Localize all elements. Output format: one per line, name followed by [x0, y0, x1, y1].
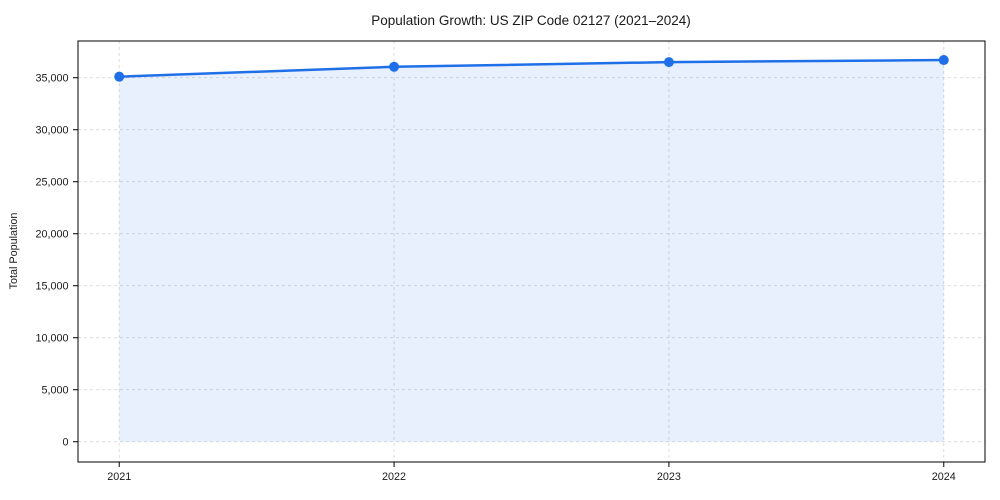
population-line: [117, 58, 946, 78]
y-tick-label: 10,000: [35, 332, 68, 344]
x-tick-label: 2022: [382, 471, 406, 483]
y-tick-label: 0: [62, 436, 68, 448]
data-point-marker: [663, 57, 674, 68]
y-tick-label: 15,000: [35, 280, 68, 292]
data-point-marker: [389, 61, 400, 72]
chart-title: Population Growth: US ZIP Code 02127 (20…: [371, 13, 690, 28]
plot-border: [77, 40, 986, 463]
data-point-marker: [938, 55, 949, 66]
x-tick-label: 2024: [932, 471, 956, 483]
data-point-marker: [114, 71, 125, 82]
y-axis-label: Total Population: [8, 213, 20, 290]
x-tick-label: 2023: [657, 471, 681, 483]
y-tick-label: 20,000: [35, 228, 68, 240]
y-tick-label: 35,000: [35, 72, 68, 84]
area-fill: [119, 60, 944, 442]
y-tick-label: 30,000: [35, 124, 68, 136]
y-tick-label: 5,000: [41, 384, 68, 396]
x-tick-label: 2021: [107, 471, 131, 483]
y-tick-label: 25,000: [35, 176, 68, 188]
